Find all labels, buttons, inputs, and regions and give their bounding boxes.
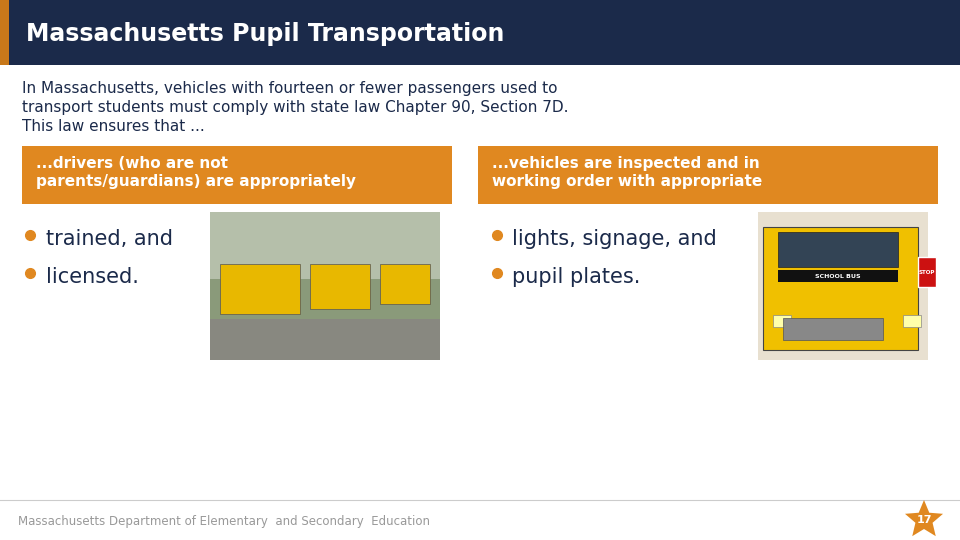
FancyBboxPatch shape (210, 212, 440, 279)
FancyBboxPatch shape (763, 227, 918, 350)
FancyBboxPatch shape (918, 257, 936, 287)
Text: 17: 17 (916, 515, 932, 525)
Text: pupil plates.: pupil plates. (512, 267, 640, 287)
Text: In Massachusetts, vehicles with fourteen or fewer passengers used to: In Massachusetts, vehicles with fourteen… (22, 81, 558, 96)
FancyBboxPatch shape (0, 0, 960, 65)
Text: trained, and: trained, and (46, 229, 173, 249)
FancyBboxPatch shape (380, 264, 430, 304)
FancyBboxPatch shape (210, 212, 440, 360)
Text: STOP: STOP (919, 269, 935, 274)
FancyBboxPatch shape (778, 232, 898, 267)
Text: working order with appropriate: working order with appropriate (492, 174, 762, 189)
Text: transport students must comply with state law Chapter 90, Section 7D.: transport students must comply with stat… (22, 100, 568, 115)
FancyBboxPatch shape (310, 264, 370, 309)
Text: Massachusetts Pupil Transportation: Massachusetts Pupil Transportation (26, 22, 504, 45)
Text: SCHOOL BUS: SCHOOL BUS (815, 273, 860, 279)
Text: parents/guardians) are appropriately: parents/guardians) are appropriately (36, 174, 356, 189)
Text: lights, signage, and: lights, signage, and (512, 229, 717, 249)
Text: licensed.: licensed. (46, 267, 139, 287)
FancyBboxPatch shape (0, 0, 9, 65)
FancyBboxPatch shape (903, 315, 921, 327)
FancyBboxPatch shape (758, 212, 928, 360)
Text: This law ensures that ...: This law ensures that ... (22, 119, 204, 134)
FancyBboxPatch shape (210, 319, 440, 360)
FancyBboxPatch shape (783, 318, 883, 340)
FancyBboxPatch shape (773, 315, 791, 327)
Text: ...vehicles are inspected and in: ...vehicles are inspected and in (492, 156, 759, 171)
Text: Massachusetts Department of Elementary  and Secondary  Education: Massachusetts Department of Elementary a… (18, 516, 430, 529)
Polygon shape (905, 500, 943, 536)
FancyBboxPatch shape (778, 270, 898, 282)
Text: ...drivers (who are not: ...drivers (who are not (36, 156, 228, 171)
FancyBboxPatch shape (478, 146, 938, 204)
FancyBboxPatch shape (22, 146, 452, 204)
FancyBboxPatch shape (220, 264, 300, 314)
